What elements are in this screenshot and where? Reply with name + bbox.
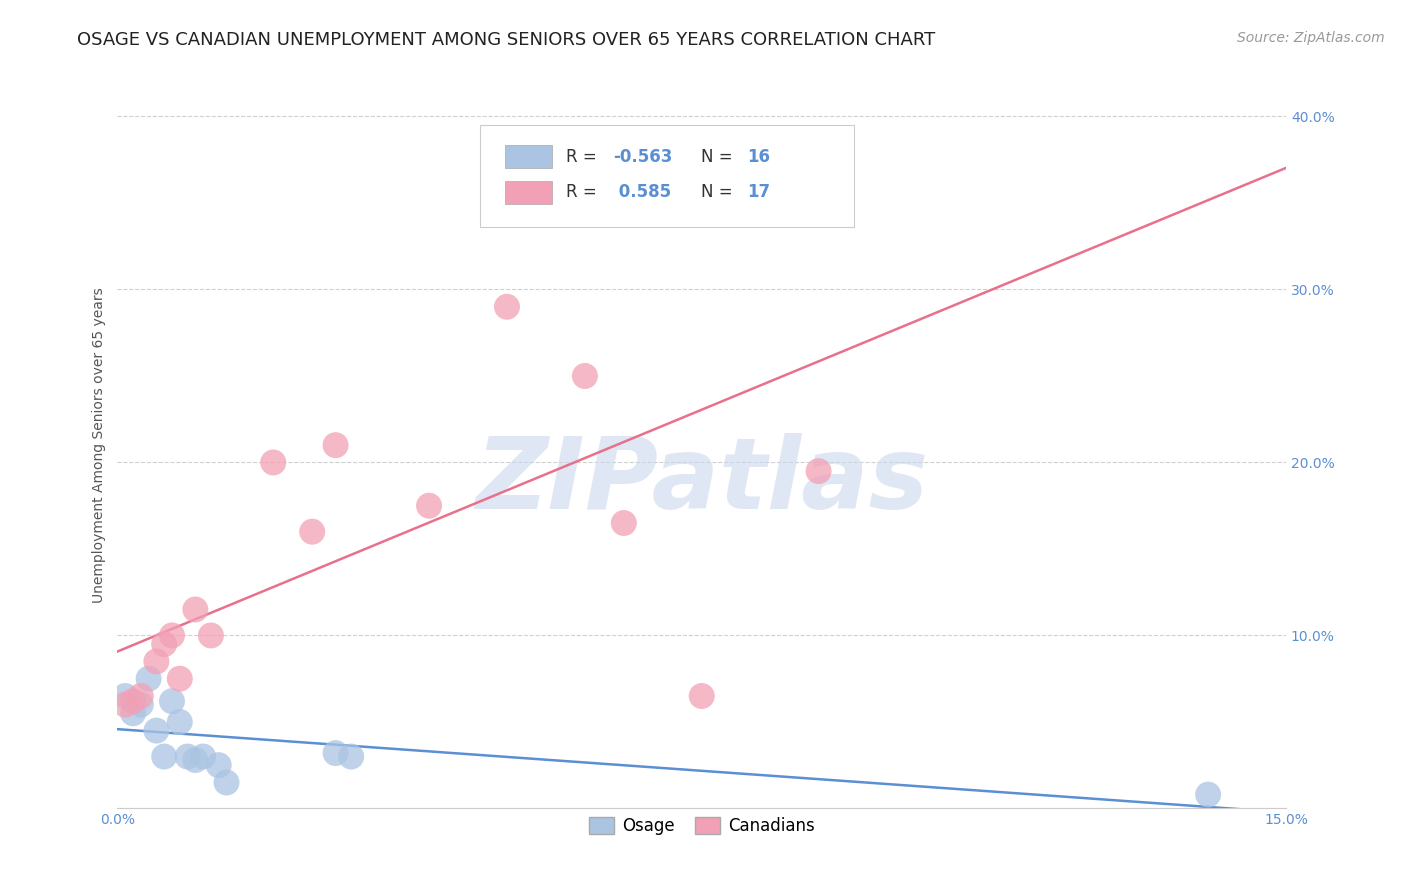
FancyBboxPatch shape	[505, 181, 553, 204]
Point	[184, 602, 207, 616]
Point	[122, 706, 145, 721]
Point	[169, 672, 191, 686]
Legend: Osage, Canadians: Osage, Canadians	[581, 809, 823, 844]
Text: OSAGE VS CANADIAN UNEMPLOYMENT AMONG SENIORS OVER 65 YEARS CORRELATION CHART: OSAGE VS CANADIAN UNEMPLOYMENT AMONG SEN…	[77, 31, 935, 49]
Point	[574, 368, 596, 383]
Text: Source: ZipAtlas.com: Source: ZipAtlas.com	[1237, 31, 1385, 45]
Point	[340, 749, 363, 764]
Text: N =: N =	[700, 184, 737, 202]
Point	[301, 524, 323, 539]
Point	[145, 654, 167, 668]
Point	[208, 758, 231, 772]
Point	[122, 694, 145, 708]
Text: N =: N =	[700, 148, 737, 166]
Point	[325, 438, 347, 452]
Text: 0.585: 0.585	[613, 184, 671, 202]
Point	[496, 300, 519, 314]
Point	[1197, 788, 1219, 802]
FancyBboxPatch shape	[505, 145, 553, 169]
Point	[613, 516, 636, 530]
Point	[114, 689, 136, 703]
Text: 16: 16	[748, 148, 770, 166]
Point	[690, 689, 713, 703]
Point	[153, 749, 176, 764]
Text: 17: 17	[748, 184, 770, 202]
Point	[129, 689, 152, 703]
Point	[418, 499, 440, 513]
Text: ZIPatlas: ZIPatlas	[475, 433, 928, 530]
FancyBboxPatch shape	[479, 126, 853, 227]
Y-axis label: Unemployment Among Seniors over 65 years: Unemployment Among Seniors over 65 years	[93, 287, 107, 603]
Point	[184, 753, 207, 767]
Text: -0.563: -0.563	[613, 148, 672, 166]
Point	[191, 749, 214, 764]
Point	[325, 746, 347, 760]
Point	[169, 714, 191, 729]
Point	[114, 698, 136, 712]
Point	[215, 775, 238, 789]
Text: R =: R =	[567, 184, 602, 202]
Point	[176, 749, 198, 764]
Text: R =: R =	[567, 148, 602, 166]
Point	[807, 464, 830, 478]
Point	[153, 637, 176, 651]
Point	[129, 698, 152, 712]
Point	[200, 628, 222, 642]
Point	[262, 455, 284, 469]
Point	[160, 694, 183, 708]
Point	[160, 628, 183, 642]
Point	[769, 178, 792, 193]
Point	[145, 723, 167, 738]
Point	[138, 672, 160, 686]
